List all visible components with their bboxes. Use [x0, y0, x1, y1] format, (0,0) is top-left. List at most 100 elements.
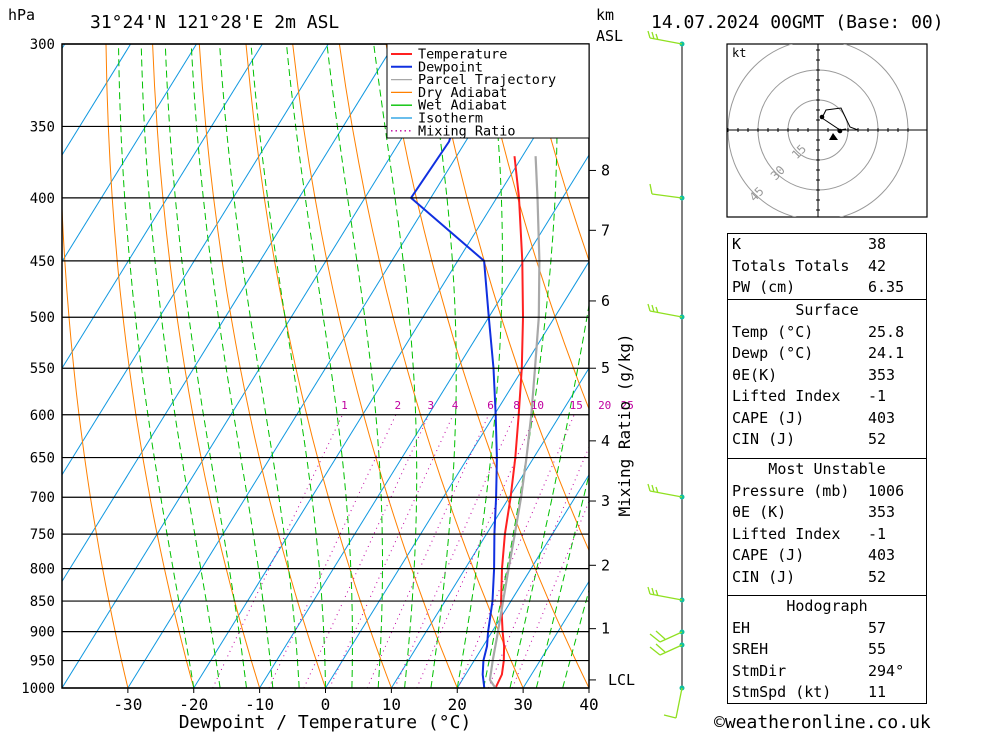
km-tick-label: 6: [601, 292, 610, 310]
wet-adiabat-line: [484, 44, 557, 688]
km-tick-label: 2: [601, 556, 610, 574]
mixing-ratio-label: 8: [513, 399, 520, 412]
pressure-tick-label: 550: [30, 361, 55, 377]
surface-row: Temp (°C)25.8: [728, 322, 926, 344]
mixing-ratio-label: 1: [341, 399, 348, 412]
copyright: ©weatheronline.co.uk: [714, 712, 931, 733]
asl-label: ASL: [596, 27, 623, 45]
surface-title: Surface: [728, 300, 926, 322]
isotherm-line: [0, 44, 394, 688]
surface-row: θE(K) 353: [728, 365, 926, 387]
pressure-tick-label: 850: [30, 594, 55, 610]
km-tick-label: LCL: [608, 671, 635, 689]
dewpoint-profile: [411, 44, 497, 688]
wet-adiabat-line: [141, 44, 220, 688]
hpa-unit-label: hPa: [8, 6, 35, 24]
km-tick-label: 7: [601, 221, 610, 239]
km-tick-label: 1: [601, 620, 610, 638]
dry-adiabat-line: [199, 44, 325, 688]
dry-adiabat-line: [153, 44, 260, 688]
pressure-tick-label: 950: [30, 654, 55, 670]
surface-row: CAPE (J) 403: [728, 408, 926, 430]
pressure-tick-label: 800: [30, 562, 55, 578]
mixing-ratio-label: 15: [570, 399, 583, 412]
dry-adiabat-line: [386, 44, 589, 688]
mixing-ratio-axis-title: Mixing Ratio (g/kg): [615, 333, 634, 516]
wet-adiabat-line: [428, 44, 456, 688]
location-title: 31°24'N 121°28'E 2m ASL: [90, 12, 339, 33]
most-unstable-label: CIN (J): [732, 567, 795, 589]
most-unstable-label: Pressure (mb): [732, 481, 849, 503]
hodograph-label: StmDir: [732, 661, 786, 683]
surface-label: Lifted Index: [732, 386, 840, 408]
most-unstable-value: 403: [868, 545, 922, 567]
most-unstable-value: -1: [868, 524, 922, 546]
surface-row: Dewp (°C)24.1: [728, 343, 926, 365]
dry-adiabat-line: [339, 44, 523, 688]
index-label: PW (cm): [732, 277, 795, 299]
wind-barb: [648, 304, 682, 317]
dry-adiabat-line: [246, 44, 391, 688]
mixing-ratio-label: 20: [598, 399, 611, 412]
pressure-tick-label: 750: [30, 527, 55, 543]
wind-barb: [648, 484, 682, 497]
km-tick-label: 3: [601, 492, 610, 510]
surface-row: Lifted Index-1: [728, 386, 926, 408]
km-tick-label: 5: [601, 359, 610, 377]
wind-barb: [650, 631, 682, 642]
hodograph-row: StmDir 294°: [728, 661, 926, 683]
index-label: Totals Totals: [732, 256, 849, 278]
temperature-tick-label: -30: [113, 695, 142, 714]
surface-label: CAPE (J): [732, 408, 804, 430]
x-axis-title: Dewpoint / Temperature (°C): [179, 712, 472, 733]
surface-row: CIN (J)52: [728, 429, 926, 451]
index-row: PW (cm) 6.35: [728, 277, 926, 299]
most-unstable-title: Most Unstable: [728, 459, 926, 481]
legend-label: Mixing Ratio: [418, 123, 516, 139]
wind-barb: [664, 688, 682, 718]
wet-adiabat-line: [220, 44, 300, 688]
most-unstable-row: CAPE (J)403: [728, 545, 926, 567]
index-value: 42: [868, 256, 922, 278]
mixing-ratio-line: [367, 415, 489, 688]
km-tick-label: 8: [601, 161, 610, 179]
most-unstable-value: 52: [868, 567, 922, 589]
isotherm-line: [326, 44, 724, 688]
mixing-ratio-label: 2: [395, 399, 402, 412]
hodograph-unit-label: kt: [732, 46, 746, 60]
temperature-tick-label: 40: [579, 695, 598, 714]
surface-label: CIN (J): [732, 429, 795, 451]
pressure-tick-label: 650: [30, 451, 55, 467]
index-row: Totals Totals 42: [728, 256, 926, 278]
hodograph-table-title: Hodograph: [728, 596, 926, 618]
surface-value: 353: [868, 365, 922, 387]
mixing-ratio-label: 3: [428, 399, 435, 412]
hodograph-row: StmSpd (kt)11: [728, 682, 926, 704]
most-unstable-row: Pressure (mb)1006: [728, 481, 926, 503]
surface-value: 25.8: [868, 322, 922, 344]
pressure-tick-label: 450: [30, 254, 55, 270]
hodograph-point: [838, 129, 843, 134]
dry-adiabat-line: [293, 44, 458, 688]
surface-label: Dewp (°C): [732, 343, 813, 365]
hodograph-label: EH: [732, 618, 750, 640]
most-unstable-row: CIN (J) 52: [728, 567, 926, 589]
surface-label: θE(K): [732, 365, 777, 387]
most-unstable-label: Lifted Index: [732, 524, 840, 546]
hodograph-value: 294°: [868, 661, 922, 683]
pressure-tick-label: 350: [30, 119, 55, 135]
pressure-tick-label: 300: [30, 37, 55, 53]
pressure-tick-label: 700: [30, 490, 55, 506]
wet-adiabat-line: [563, 44, 730, 688]
isotherm-line: [0, 44, 131, 688]
surface-value: 403: [868, 408, 922, 430]
hodograph-value: 57: [868, 618, 922, 640]
index-value: 6.35: [868, 277, 922, 299]
hodograph-value: 11: [868, 682, 922, 704]
hodograph-label: SREH: [732, 639, 768, 661]
mixing-ratio-label: 10: [531, 399, 544, 412]
